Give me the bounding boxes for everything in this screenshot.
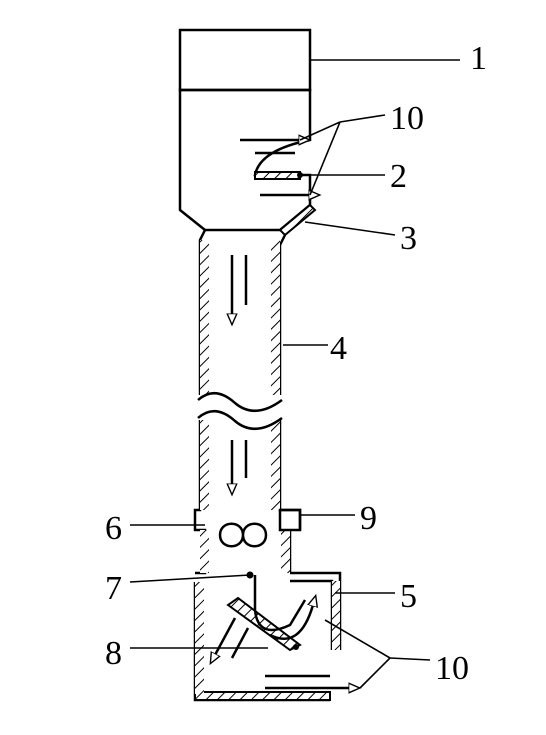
diagram-figure: 1 10 2 3 4 9 6 7 5 8 10 [0,0,546,735]
label-8: 8 [105,635,122,673]
label-5: 5 [400,578,417,616]
label-3: 3 [400,220,417,258]
label-2: 2 [390,158,407,196]
label-9: 9 [360,500,377,538]
label-6: 6 [105,510,122,548]
label-1: 1 [470,40,487,78]
diagram-svg [0,0,546,735]
label-10-lower: 10 [435,650,469,688]
label-7: 7 [105,570,122,608]
label-4: 4 [330,330,347,368]
label-10-upper: 10 [390,100,424,138]
